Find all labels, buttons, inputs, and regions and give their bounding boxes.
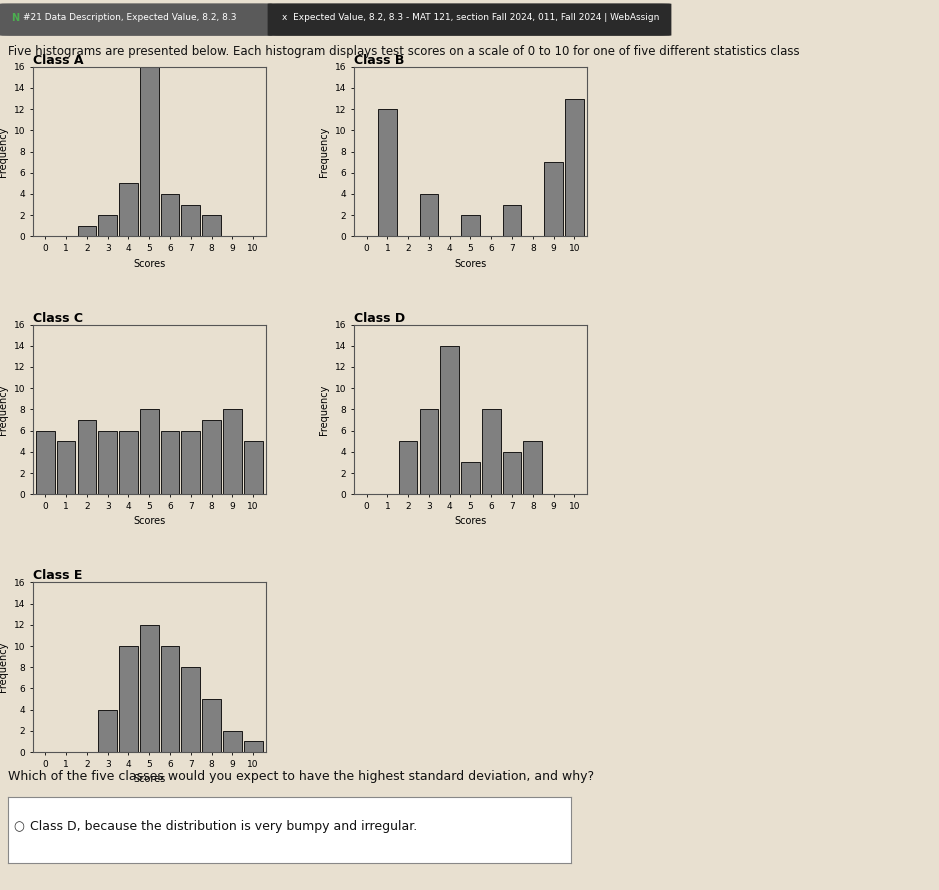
Y-axis label: Frequency: Frequency (0, 642, 8, 692)
Bar (202, 420, 221, 494)
Bar (119, 183, 138, 237)
Y-axis label: Frequency: Frequency (0, 384, 8, 434)
Text: Class E: Class E (33, 570, 83, 582)
Text: Class B: Class B (354, 53, 405, 67)
Bar (399, 441, 418, 494)
Text: x  Expected Value, 8.2, 8.3 - MAT 121, section Fall 2024, 011, Fall 2024 | WebAs: x Expected Value, 8.2, 8.3 - MAT 121, se… (282, 13, 659, 22)
Bar (502, 452, 521, 494)
Bar (523, 441, 542, 494)
Text: Class C: Class C (33, 312, 83, 325)
Bar (223, 409, 241, 494)
Bar (420, 409, 439, 494)
Bar (36, 431, 54, 494)
FancyBboxPatch shape (268, 4, 671, 36)
Bar (202, 215, 221, 237)
Bar (119, 431, 138, 494)
Text: Class A: Class A (33, 53, 84, 67)
Bar (78, 226, 97, 237)
X-axis label: Scores: Scores (454, 516, 486, 526)
Bar (202, 699, 221, 752)
Bar (161, 431, 179, 494)
Bar (244, 441, 263, 494)
Bar (181, 668, 200, 752)
Y-axis label: Frequency: Frequency (0, 126, 8, 177)
Bar (482, 409, 500, 494)
Bar (140, 67, 159, 237)
Bar (565, 99, 584, 237)
Y-axis label: Frequency: Frequency (319, 384, 330, 434)
Text: Five histograms are presented below. Each histogram displays test scores on a sc: Five histograms are presented below. Eac… (8, 44, 799, 58)
Bar (244, 741, 263, 752)
X-axis label: Scores: Scores (133, 516, 165, 526)
Bar (420, 194, 439, 237)
Text: Class D: Class D (354, 312, 406, 325)
Text: Which of the five classes would you expect to have the highest standard deviatio: Which of the five classes would you expe… (8, 770, 593, 783)
X-axis label: Scores: Scores (454, 259, 486, 269)
Bar (161, 646, 179, 752)
Bar (502, 205, 521, 237)
Bar (140, 625, 159, 752)
Text: N: N (11, 13, 20, 23)
Bar (140, 409, 159, 494)
Bar (181, 431, 200, 494)
Bar (119, 646, 138, 752)
Bar (99, 215, 117, 237)
Bar (56, 441, 75, 494)
Text: #21 Data Description, Expected Value, 8.2, 8.3: #21 Data Description, Expected Value, 8.… (23, 13, 237, 22)
Bar (461, 215, 480, 237)
Bar (378, 109, 396, 237)
FancyBboxPatch shape (0, 4, 272, 36)
Text: ○: ○ (13, 820, 24, 833)
X-axis label: Scores: Scores (133, 774, 165, 784)
Bar (461, 463, 480, 494)
Bar (440, 346, 459, 494)
Bar (223, 731, 241, 752)
Bar (545, 162, 563, 237)
Bar (99, 431, 117, 494)
Bar (181, 205, 200, 237)
X-axis label: Scores: Scores (133, 259, 165, 269)
Bar (78, 420, 97, 494)
Bar (161, 194, 179, 237)
Bar (99, 709, 117, 752)
Y-axis label: Frequency: Frequency (319, 126, 330, 177)
Text: Class D, because the distribution is very bumpy and irregular.: Class D, because the distribution is ver… (30, 820, 417, 833)
